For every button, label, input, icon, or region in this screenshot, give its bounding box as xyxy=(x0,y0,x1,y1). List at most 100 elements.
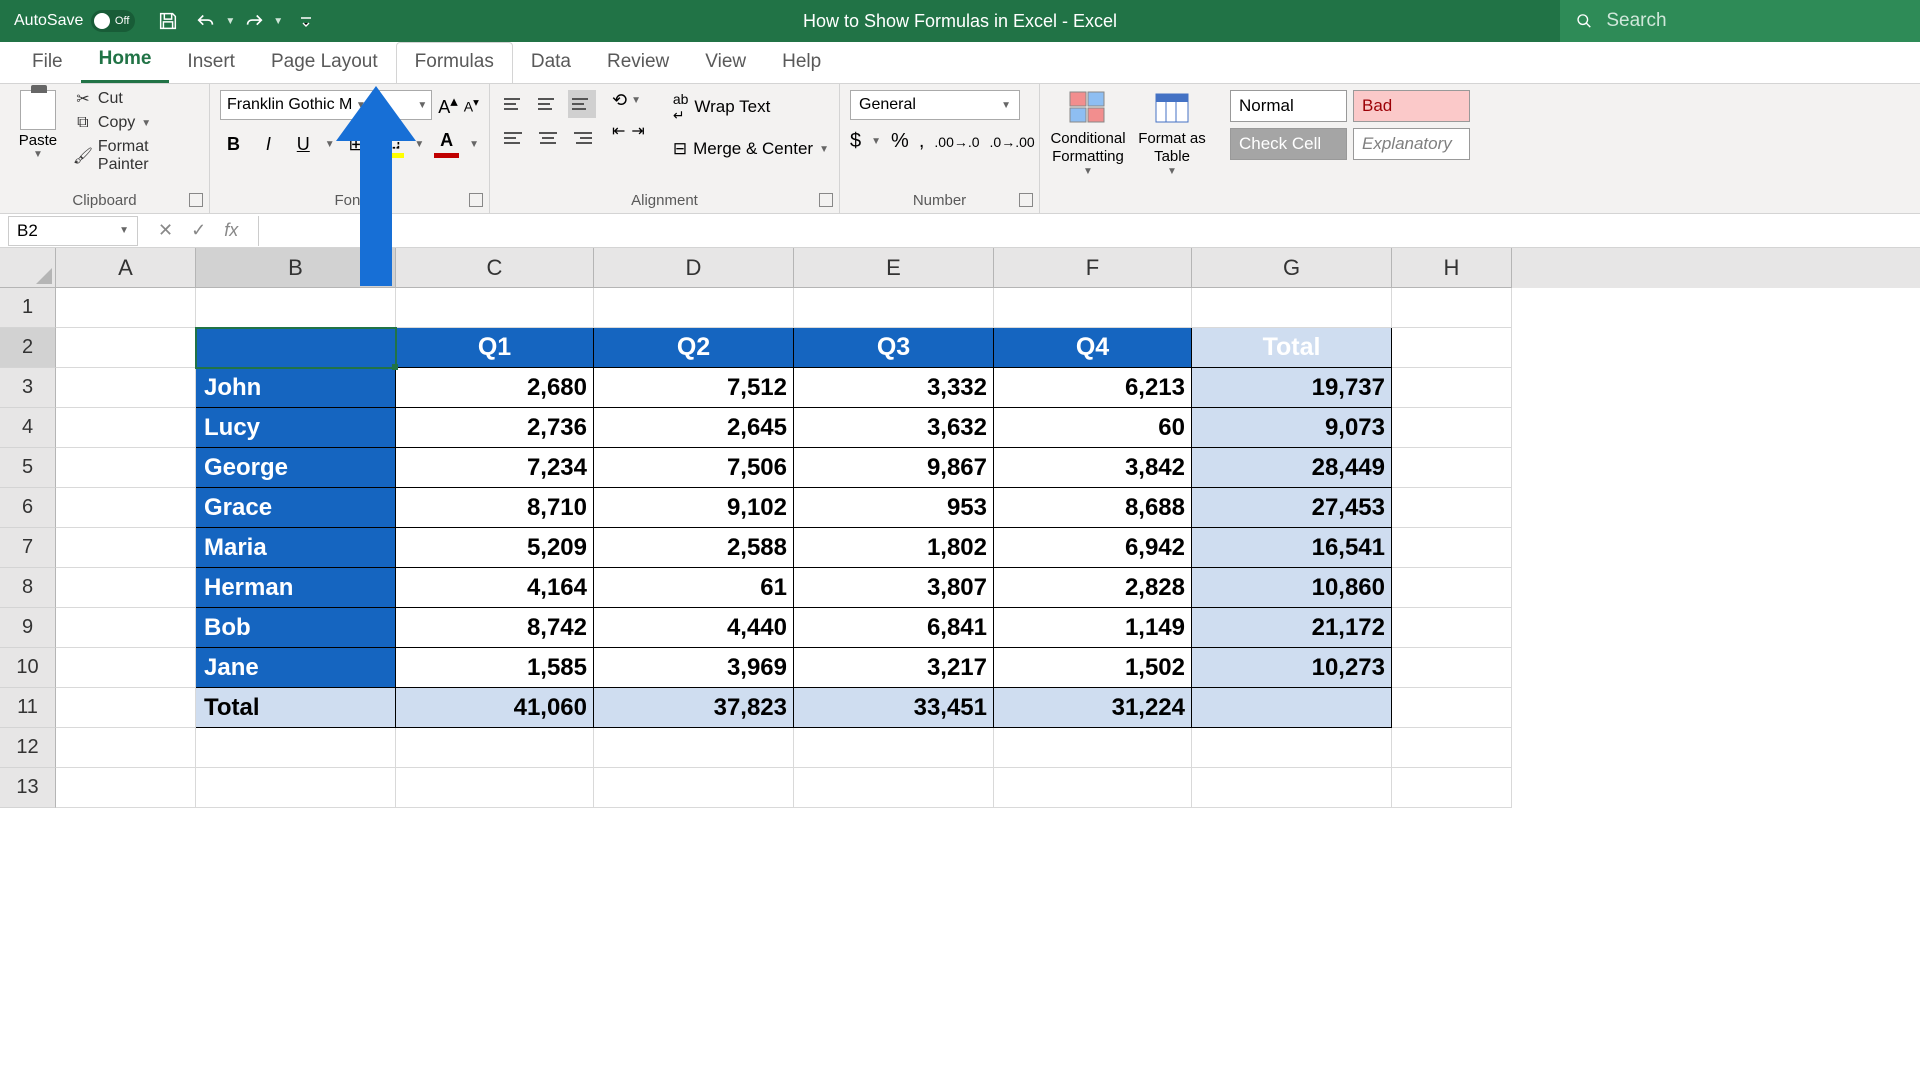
row-header-11[interactable]: 11 xyxy=(0,688,56,728)
cell-A13[interactable] xyxy=(56,768,196,808)
cell-A5[interactable] xyxy=(56,448,196,488)
row-header-5[interactable]: 5 xyxy=(0,448,56,488)
cell-A10[interactable] xyxy=(56,648,196,688)
cell-C12[interactable] xyxy=(396,728,594,768)
cell-D7[interactable]: 2,588 xyxy=(594,528,794,568)
style-bad[interactable]: Bad xyxy=(1353,90,1470,122)
format-painter-button[interactable]: 🖌 Format Painter xyxy=(74,138,199,174)
col-header-G[interactable]: G xyxy=(1192,248,1392,288)
row-header-12[interactable]: 12 xyxy=(0,728,56,768)
cell-D10[interactable]: 3,969 xyxy=(594,648,794,688)
cells-area[interactable]: Q1Q2Q3Q4TotalJohn2,6807,5123,3326,21319,… xyxy=(56,288,1512,808)
row-header-1[interactable]: 1 xyxy=(0,288,56,328)
cell-F4[interactable]: 60 xyxy=(994,408,1192,448)
row-header-9[interactable]: 9 xyxy=(0,608,56,648)
increase-indent-button[interactable]: ⇥ xyxy=(631,121,644,141)
row-header-2[interactable]: 2 xyxy=(0,328,56,368)
cell-H12[interactable] xyxy=(1392,728,1512,768)
cell-E5[interactable]: 9,867 xyxy=(794,448,994,488)
tab-help[interactable]: Help xyxy=(764,43,839,83)
cell-C8[interactable]: 4,164 xyxy=(396,568,594,608)
paste-dropdown-icon[interactable]: ▼ xyxy=(33,149,43,160)
percent-button[interactable]: % xyxy=(891,130,909,153)
cell-C2[interactable]: Q1 xyxy=(396,328,594,368)
accounting-button[interactable]: $ xyxy=(850,130,861,153)
cell-F9[interactable]: 1,149 xyxy=(994,608,1192,648)
grow-font-button[interactable]: A▴ xyxy=(438,92,458,118)
cell-D9[interactable]: 4,440 xyxy=(594,608,794,648)
save-icon[interactable] xyxy=(155,8,181,34)
cell-E10[interactable]: 3,217 xyxy=(794,648,994,688)
cell-E9[interactable]: 6,841 xyxy=(794,608,994,648)
cell-A11[interactable] xyxy=(56,688,196,728)
redo-dropdown-icon[interactable]: ▼ xyxy=(273,16,283,27)
cell-F13[interactable] xyxy=(994,768,1192,808)
tab-review[interactable]: Review xyxy=(589,43,687,83)
cell-E11[interactable]: 33,451 xyxy=(794,688,994,728)
row-header-10[interactable]: 10 xyxy=(0,648,56,688)
fx-icon[interactable]: fx xyxy=(224,220,238,241)
col-header-H[interactable]: H xyxy=(1392,248,1512,288)
cell-C10[interactable]: 1,585 xyxy=(396,648,594,688)
wrap-text-button[interactable]: ab↵ Wrap Text xyxy=(673,90,829,124)
cell-H3[interactable] xyxy=(1392,368,1512,408)
cell-G13[interactable] xyxy=(1192,768,1392,808)
orientation-dropdown-icon[interactable]: ▼ xyxy=(631,95,641,106)
cell-D6[interactable]: 9,102 xyxy=(594,488,794,528)
qat-customize-icon[interactable] xyxy=(293,8,319,34)
cell-G12[interactable] xyxy=(1192,728,1392,768)
cell-F1[interactable] xyxy=(994,288,1192,328)
col-header-E[interactable]: E xyxy=(794,248,994,288)
cell-D13[interactable] xyxy=(594,768,794,808)
format-table-dropdown-icon[interactable]: ▼ xyxy=(1167,166,1177,178)
tab-file[interactable]: File xyxy=(14,43,81,83)
cell-E12[interactable] xyxy=(794,728,994,768)
cell-D11[interactable]: 37,823 xyxy=(594,688,794,728)
style-normal[interactable]: Normal xyxy=(1230,90,1347,122)
orientation-button[interactable]: ⟲ xyxy=(612,90,627,111)
cell-G9[interactable]: 21,172 xyxy=(1192,608,1392,648)
cell-D1[interactable] xyxy=(594,288,794,328)
underline-button[interactable]: U xyxy=(290,130,317,158)
cell-B11[interactable]: Total xyxy=(196,688,396,728)
format-as-table-button[interactable]: Format as Table ▼ xyxy=(1134,90,1210,178)
border-button[interactable]: ⊞ xyxy=(343,130,370,158)
cell-C4[interactable]: 2,736 xyxy=(396,408,594,448)
formula-input[interactable] xyxy=(258,216,1920,246)
cell-G11[interactable] xyxy=(1192,688,1392,728)
cell-E8[interactable]: 3,807 xyxy=(794,568,994,608)
cancel-formula-icon[interactable]: ✕ xyxy=(158,220,173,241)
cell-F5[interactable]: 3,842 xyxy=(994,448,1192,488)
merge-dropdown-icon[interactable]: ▼ xyxy=(819,144,829,155)
cell-C9[interactable]: 8,742 xyxy=(396,608,594,648)
cell-B8[interactable]: Herman xyxy=(196,568,396,608)
row-header-3[interactable]: 3 xyxy=(0,368,56,408)
cell-D8[interactable]: 61 xyxy=(594,568,794,608)
align-bottom-button[interactable] xyxy=(568,90,596,118)
tab-home[interactable]: Home xyxy=(81,40,170,83)
col-header-D[interactable]: D xyxy=(594,248,794,288)
cell-H7[interactable] xyxy=(1392,528,1512,568)
row-header-8[interactable]: 8 xyxy=(0,568,56,608)
cell-C13[interactable] xyxy=(396,768,594,808)
cell-H8[interactable] xyxy=(1392,568,1512,608)
cell-F7[interactable]: 6,942 xyxy=(994,528,1192,568)
cell-B4[interactable]: Lucy xyxy=(196,408,396,448)
cell-D4[interactable]: 2,645 xyxy=(594,408,794,448)
italic-button[interactable]: I xyxy=(255,130,282,158)
cell-C1[interactable] xyxy=(396,288,594,328)
cell-F8[interactable]: 2,828 xyxy=(994,568,1192,608)
cell-B7[interactable]: Maria xyxy=(196,528,396,568)
cell-C7[interactable]: 5,209 xyxy=(396,528,594,568)
undo-dropdown-icon[interactable]: ▼ xyxy=(225,16,235,27)
cell-B9[interactable]: Bob xyxy=(196,608,396,648)
paste-button[interactable]: Paste ▼ xyxy=(10,90,66,160)
font-color-button[interactable]: A xyxy=(432,130,461,158)
copy-dropdown-icon[interactable]: ▼ xyxy=(141,118,151,129)
tab-view[interactable]: View xyxy=(687,43,764,83)
tab-data[interactable]: Data xyxy=(513,43,589,83)
tab-formulas[interactable]: Formulas xyxy=(396,42,513,83)
font-size-select[interactable]: ▼ xyxy=(379,90,433,120)
cell-A2[interactable] xyxy=(56,328,196,368)
row-header-13[interactable]: 13 xyxy=(0,768,56,808)
